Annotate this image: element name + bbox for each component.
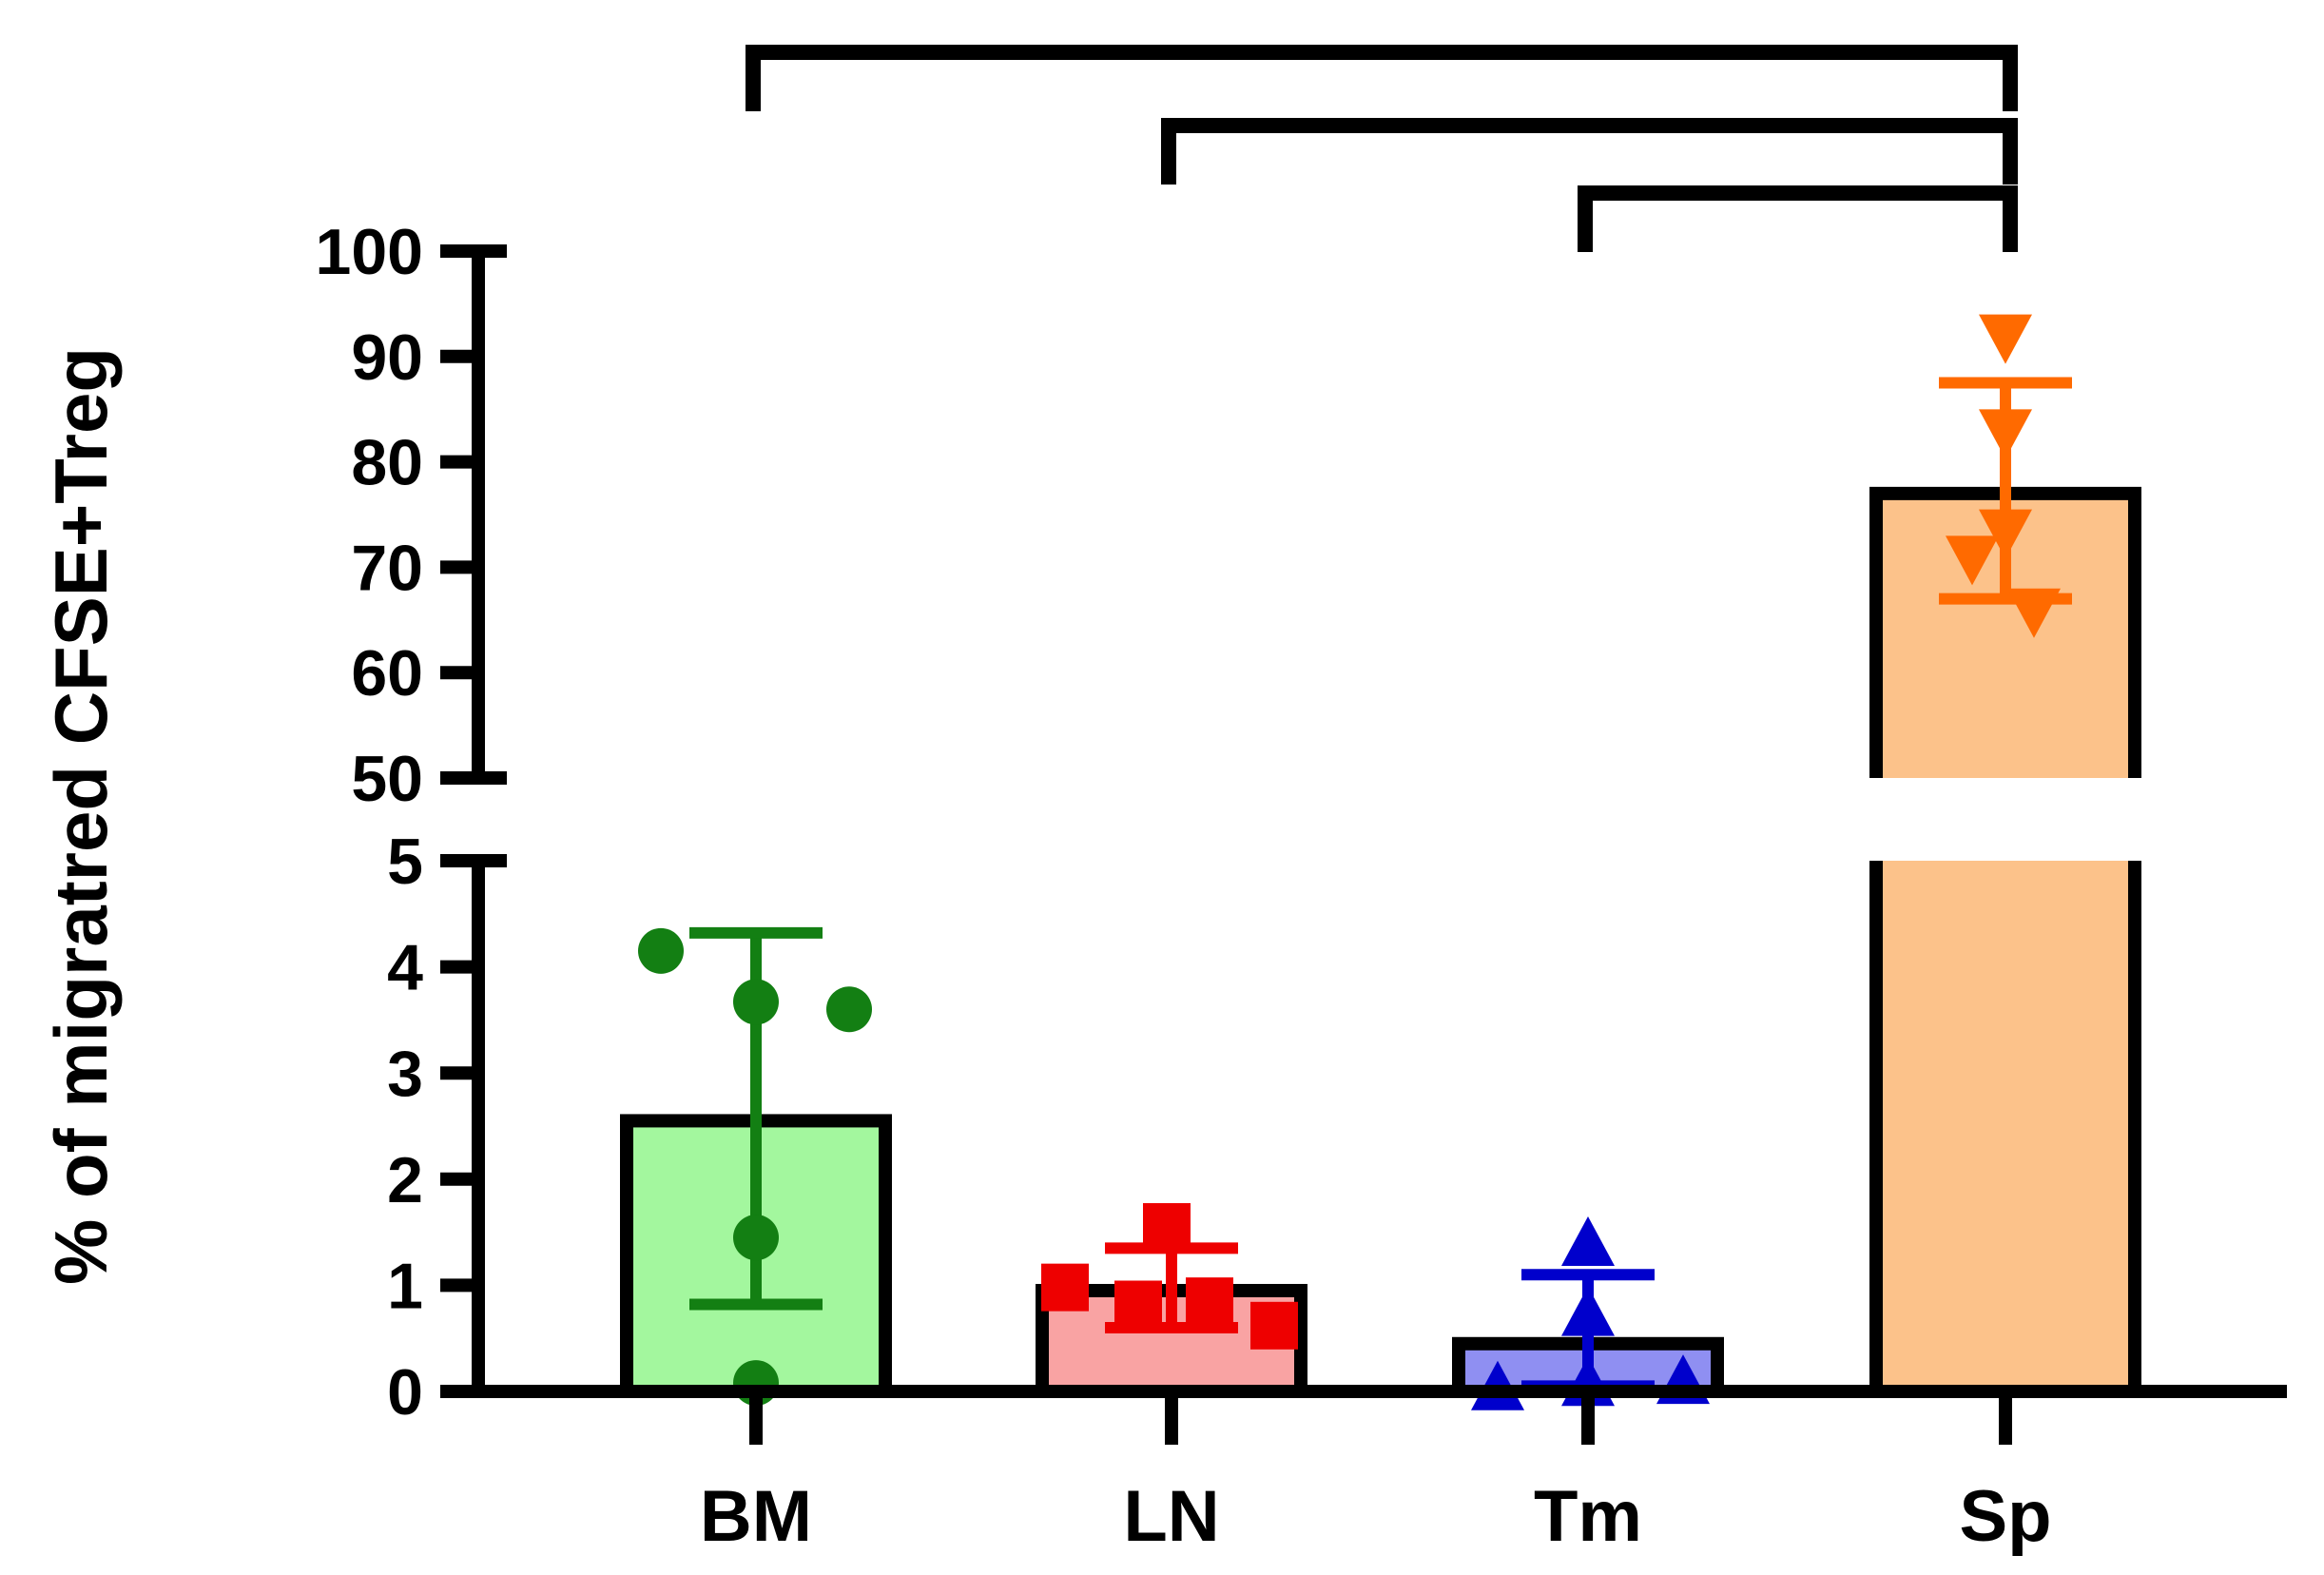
y-tick-label-3: 3 [387, 1038, 423, 1110]
data-point-ln-2 [1041, 1263, 1089, 1312]
x-tick-label-sp: Sp [1959, 1476, 2051, 1557]
y-tick-label-4: 4 [387, 932, 423, 1004]
error-bars-group [689, 377, 2072, 1392]
bars-group [620, 486, 2141, 1399]
data-point-tm-1 [1561, 1215, 1615, 1266]
y-tick-label-5: 5 [387, 826, 423, 898]
y-tick-label-70: 70 [351, 532, 423, 604]
data-point-bm-4 [733, 1215, 779, 1261]
data-point-sp-4 [1946, 535, 1999, 586]
data-point-bm-1 [638, 927, 684, 974]
significance-bracket-tm-sp [1578, 185, 2018, 252]
data-point-ln-3 [1186, 1277, 1233, 1326]
x-tick-label-tm: Tm [1534, 1476, 1642, 1557]
y-tick-label-0: 0 [387, 1356, 423, 1429]
data-point-ln-4 [1114, 1280, 1162, 1329]
significance-brackets [746, 45, 2018, 252]
data-point-bm-2 [733, 979, 779, 1025]
x-tick-label-ln: LN [1123, 1476, 1219, 1557]
data-point-sp-1 [1979, 314, 2032, 364]
y-tick-label-60: 60 [351, 637, 423, 710]
bar-lower-fill [1876, 861, 2135, 1391]
bar-sp [1869, 486, 2141, 1398]
data-point-ln-1 [1143, 1203, 1191, 1252]
y-tick-label-2: 2 [387, 1144, 423, 1216]
data-point-tm-2 [1561, 1286, 1615, 1336]
data-point-sp-3 [1979, 509, 2032, 559]
data-point-ln-5 [1250, 1301, 1298, 1350]
data-point-sp-2 [1979, 409, 2032, 459]
y-axis-label: % of migratred CFSE+Treg [39, 347, 123, 1285]
y-tick-label-1: 1 [387, 1250, 423, 1322]
axes-group [440, 244, 2287, 1445]
data-point-sp-5 [2007, 588, 2061, 638]
significance-bracket-bm-sp [746, 45, 2018, 111]
significance-bracket-ln-sp [1161, 118, 2018, 185]
y-tick-label-90: 90 [351, 321, 423, 394]
y-tick-label-50: 50 [351, 743, 423, 815]
y-tick-label-100: 100 [316, 216, 423, 288]
labels-group: 0 1 2 3 4 5 50 60 70 80 90 100 BM LN Tm Sp % of migratre… [39, 216, 2052, 1557]
x-tick-label-bm: BM [700, 1476, 812, 1557]
data-point-bm-3 [826, 986, 872, 1033]
y-tick-label-80: 80 [351, 427, 423, 499]
